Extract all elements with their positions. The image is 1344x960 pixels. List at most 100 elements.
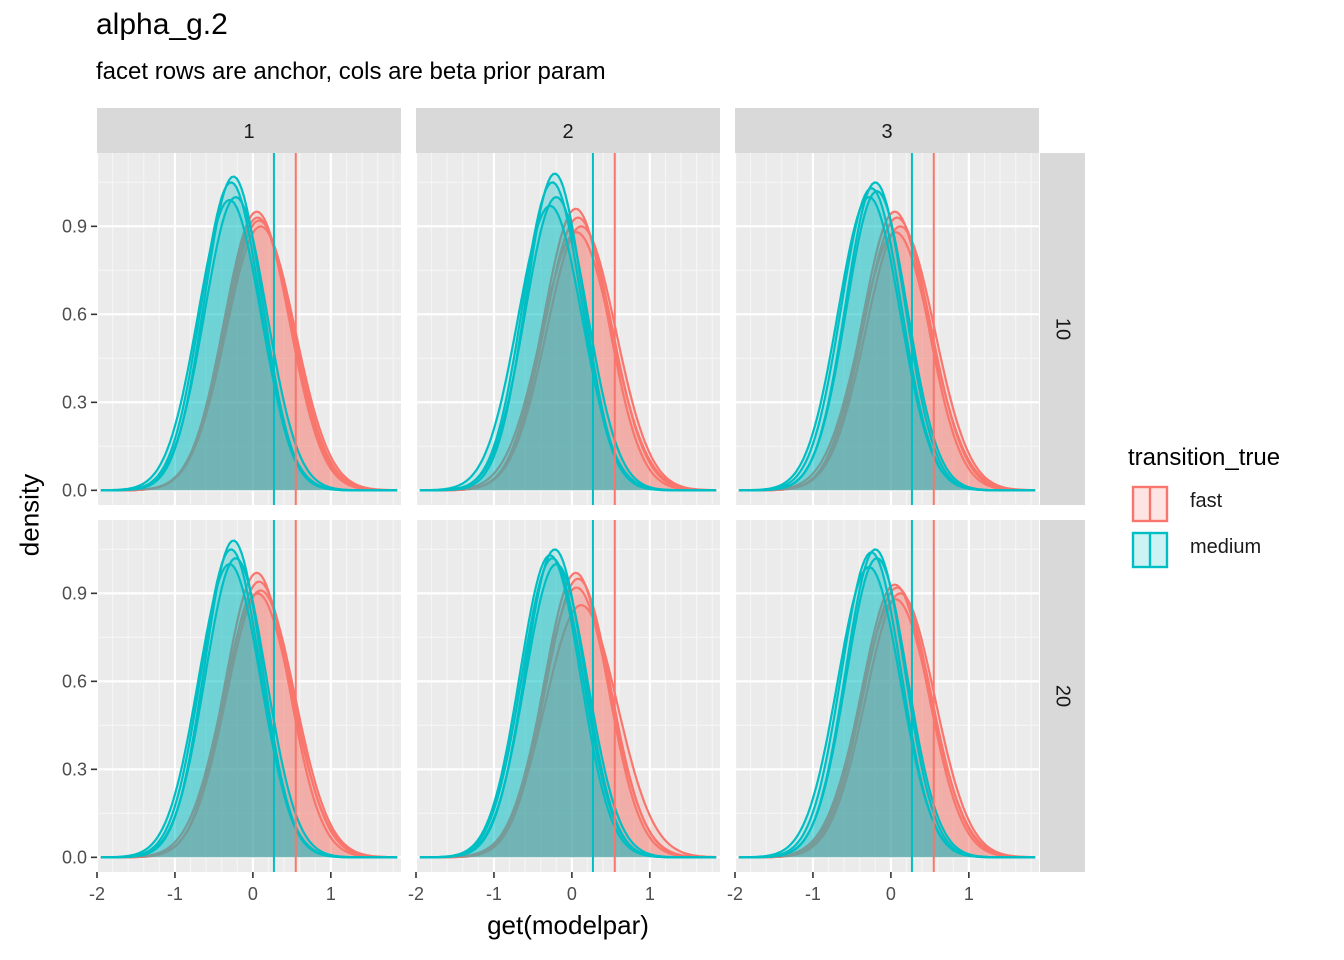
- density-area-medium-0: [738, 182, 1036, 491]
- density-area-medium-3: [419, 555, 717, 858]
- x-tick-label: 1: [326, 884, 336, 904]
- y-tick-label: 0.3: [62, 759, 87, 779]
- y-tick-label: 0.3: [62, 392, 87, 412]
- legend: transition_true fast medium: [1128, 444, 1280, 570]
- density-area-fast-0: [738, 211, 1036, 491]
- legend-title: transition_true: [1128, 444, 1281, 471]
- density-area-medium-2: [100, 558, 398, 858]
- density-line-medium-3: [100, 562, 398, 859]
- legend-label-fast: fast: [1190, 490, 1223, 512]
- x-tick-label: 0: [886, 884, 896, 904]
- density-area-fast-2: [738, 593, 1036, 858]
- legend-key-fast: [1131, 485, 1169, 523]
- density-area-fast-1: [738, 217, 1036, 491]
- density-area-medium-2: [419, 197, 717, 491]
- density-area-medium-3: [419, 205, 717, 491]
- facet-strip-col-3: [735, 108, 1039, 153]
- density-line-medium-3: [738, 565, 1036, 859]
- density-area-fast-3: [100, 217, 398, 491]
- panel-r10-c3: [733, 153, 1039, 505]
- density-area-medium-3: [100, 199, 398, 491]
- density-area-fast-0: [419, 572, 717, 858]
- panel-r20-c1: [95, 520, 401, 872]
- density-area-medium-2: [419, 564, 717, 858]
- density-area-fast-1: [100, 581, 398, 858]
- density-line-medium-3: [419, 554, 717, 859]
- panel-r10-c1: [95, 153, 401, 505]
- density-area-medium-2: [738, 191, 1036, 491]
- facet-label-col-2: 2: [562, 121, 573, 143]
- density-area-medium-1: [100, 549, 398, 858]
- y-tick-label: 0.6: [62, 671, 87, 691]
- facet-label-row-10: 10: [1052, 318, 1074, 340]
- density-area-medium-2: [738, 558, 1036, 858]
- x-tick-label: -2: [89, 884, 105, 904]
- x-tick-label: 0: [248, 884, 258, 904]
- panel-r10-c2: [414, 153, 720, 505]
- y-tick-label: 0.9: [62, 216, 87, 236]
- density-area-fast-2: [100, 226, 398, 491]
- density-area-medium-3: [738, 567, 1036, 858]
- density-area-medium-0: [419, 173, 717, 491]
- x-tick-label: 0: [567, 884, 577, 904]
- density-area-medium-0: [100, 176, 398, 491]
- x-tick-label: -1: [805, 884, 821, 904]
- density-area-fast-0: [100, 211, 398, 491]
- legend-item-fast: fast: [1128, 478, 1280, 524]
- density-area-fast-1: [419, 578, 717, 858]
- facet-strip-row-10: [1040, 153, 1085, 505]
- density-area-medium-1: [419, 558, 717, 858]
- legend-key-medium: [1131, 531, 1169, 569]
- x-tick-label: -2: [727, 884, 743, 904]
- density-area-medium-1: [738, 552, 1036, 858]
- x-axis-title: get(modelpar): [487, 910, 649, 940]
- y-tick-label: 0.6: [62, 304, 87, 324]
- density-area-medium-2: [100, 197, 398, 491]
- density-area-medium-1: [100, 182, 398, 491]
- panel-r20-c3: [733, 520, 1039, 872]
- facet-label-col-3: 3: [881, 121, 892, 143]
- density-area-medium-3: [100, 564, 398, 858]
- facet-label-row-20: 20: [1052, 685, 1074, 707]
- density-area-fast-3: [419, 232, 717, 491]
- density-area-fast-3: [419, 587, 717, 858]
- chart-title: alpha_g.2: [96, 8, 228, 41]
- density-area-medium-1: [738, 188, 1036, 491]
- legend-item-medium: medium: [1128, 524, 1280, 570]
- density-line-medium-3: [419, 204, 717, 492]
- density-line-medium-3: [100, 198, 398, 492]
- density-area-fast-3: [100, 593, 398, 858]
- x-tick-label: -1: [167, 884, 183, 904]
- density-area-fast-2: [738, 226, 1036, 491]
- density-area-medium-0: [419, 549, 717, 858]
- y-tick-label: 0.0: [62, 480, 87, 500]
- density-area-medium-3: [738, 197, 1036, 491]
- density-area-fast-0: [100, 572, 398, 858]
- density-area-medium-0: [738, 549, 1036, 858]
- x-tick-label: -1: [486, 884, 502, 904]
- density-area-fast-1: [419, 217, 717, 491]
- density-area-medium-0: [100, 540, 398, 858]
- density-area-fast-2: [419, 605, 717, 858]
- y-tick-label: 0.0: [62, 847, 87, 867]
- density-area-fast-2: [419, 226, 717, 491]
- x-tick-label: 1: [645, 884, 655, 904]
- density-area-fast-0: [738, 584, 1036, 858]
- chart-subtitle: facet rows are anchor, cols are beta pri…: [96, 58, 606, 85]
- density-line-medium-3: [738, 195, 1036, 492]
- facet-label-col-1: 1: [243, 121, 254, 143]
- density-area-fast-1: [100, 220, 398, 491]
- facet-strip-col-1: [97, 108, 401, 153]
- y-tick-label: 0.9: [62, 583, 87, 603]
- x-tick-label: 1: [964, 884, 974, 904]
- facet-strip-col-2: [416, 108, 720, 153]
- density-area-fast-2: [100, 590, 398, 858]
- facet-strip-row-20: [1040, 520, 1085, 872]
- density-area-fast-3: [738, 599, 1036, 858]
- y-axis-title: density: [14, 473, 45, 557]
- density-area-fast-0: [419, 208, 717, 491]
- legend-label-medium: medium: [1190, 536, 1262, 558]
- density-area-medium-1: [419, 182, 717, 491]
